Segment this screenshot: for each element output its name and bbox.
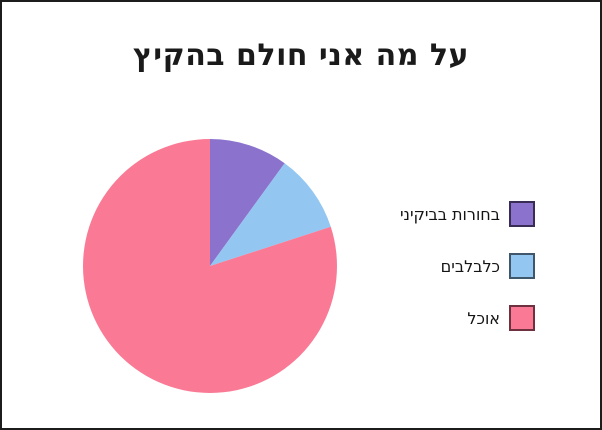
pie-slice-1 bbox=[210, 163, 331, 266]
legend-item-bikini-girls: בחורות בביקיני bbox=[400, 201, 535, 227]
legend-swatch-icon bbox=[509, 305, 535, 331]
legend-label: בחורות בביקיני bbox=[399, 204, 500, 224]
legend-label: כלבלבים bbox=[440, 256, 500, 276]
pie-chart bbox=[83, 139, 337, 393]
pie-slice-2 bbox=[83, 139, 337, 393]
legend-swatch-icon bbox=[509, 201, 535, 227]
legend-item-puppies: כלבלבים bbox=[441, 253, 535, 279]
legend: בחורות בביקיני כלבלבים אוכל bbox=[400, 201, 535, 331]
pie-chart-container bbox=[83, 139, 337, 393]
chart-title: על מה אני חולם בהקיץ bbox=[132, 38, 470, 73]
legend-item-food: אוכל bbox=[467, 305, 535, 331]
legend-label: אוכל bbox=[467, 308, 500, 328]
pie-slice-0 bbox=[210, 139, 285, 266]
legend-swatch-icon bbox=[509, 253, 535, 279]
